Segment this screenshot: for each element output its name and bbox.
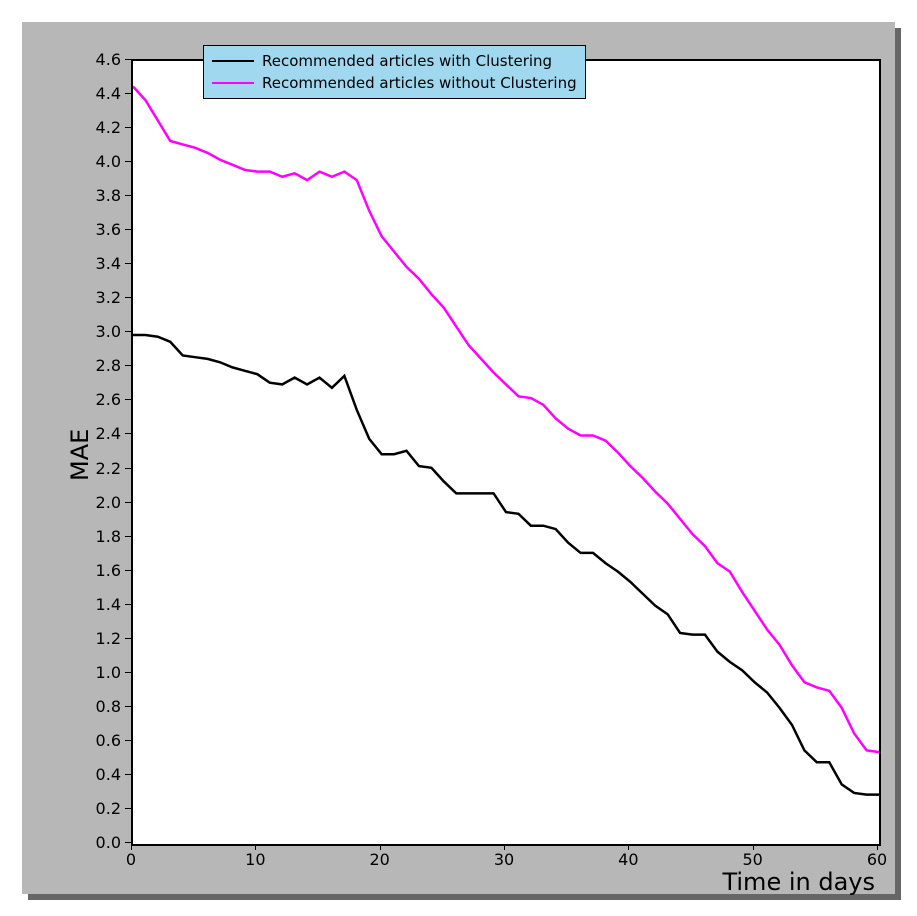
chart-frame: Recommended articles with Clustering Rec… bbox=[22, 22, 895, 894]
y-tick-label: 3.2 bbox=[81, 288, 121, 307]
y-tick-label: 2.0 bbox=[81, 493, 121, 512]
y-tick-label: 4.2 bbox=[81, 118, 121, 137]
y-tick-label: 2.4 bbox=[81, 424, 121, 443]
x-axis-label: Time in days bbox=[722, 868, 875, 896]
y-tick-label: 2.2 bbox=[81, 459, 121, 478]
plot-area bbox=[131, 59, 881, 846]
legend-item-with-clustering: Recommended articles with Clustering bbox=[212, 50, 577, 72]
y-tick-label: 4.4 bbox=[81, 84, 121, 103]
x-tick-label: 50 bbox=[733, 850, 773, 869]
y-tick-label: 2.6 bbox=[81, 390, 121, 409]
legend-label-without-clustering: Recommended articles without Clustering bbox=[262, 74, 577, 92]
y-tick-label: 1.2 bbox=[81, 629, 121, 648]
series-with_clustering bbox=[133, 335, 879, 795]
y-tick-label: 3.0 bbox=[81, 322, 121, 341]
y-tick-label: 1.0 bbox=[81, 663, 121, 682]
x-tick-label: 10 bbox=[235, 850, 275, 869]
chart-lines bbox=[133, 61, 879, 844]
x-tick-label: 30 bbox=[484, 850, 524, 869]
legend-swatch-with-clustering bbox=[212, 60, 254, 62]
y-tick-label: 0.2 bbox=[81, 799, 121, 818]
legend-swatch-without-clustering bbox=[212, 82, 254, 84]
y-tick-label: 4.0 bbox=[81, 152, 121, 171]
legend: Recommended articles with Clustering Rec… bbox=[203, 45, 586, 99]
y-tick-label: 1.4 bbox=[81, 595, 121, 614]
legend-label-with-clustering: Recommended articles with Clustering bbox=[262, 52, 552, 70]
y-tick-label: 0.8 bbox=[81, 697, 121, 716]
legend-item-without-clustering: Recommended articles without Clustering bbox=[212, 72, 577, 94]
y-tick-label: 3.6 bbox=[81, 220, 121, 239]
y-tick-label: 1.6 bbox=[81, 561, 121, 580]
x-tick-label: 40 bbox=[608, 850, 648, 869]
y-tick-label: 3.8 bbox=[81, 186, 121, 205]
x-tick-label: 60 bbox=[857, 850, 897, 869]
y-tick-label: 4.6 bbox=[81, 50, 121, 69]
y-tick-label: 2.8 bbox=[81, 356, 121, 375]
y-tick-label: 0.6 bbox=[81, 731, 121, 750]
series-without_clustering bbox=[133, 87, 879, 753]
y-tick-label: 1.8 bbox=[81, 527, 121, 546]
y-tick-label: 3.4 bbox=[81, 254, 121, 273]
x-tick-label: 20 bbox=[360, 850, 400, 869]
y-tick-label: 0.4 bbox=[81, 765, 121, 784]
x-tick-label: 0 bbox=[111, 850, 151, 869]
